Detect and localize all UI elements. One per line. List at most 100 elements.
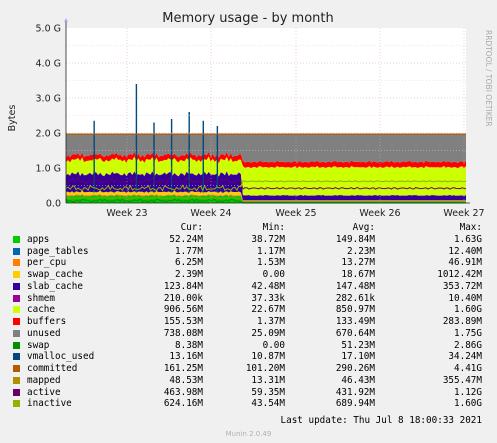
legend-label: committed <box>27 363 78 374</box>
value-min: 0.00 <box>262 269 285 280</box>
line-mapped <box>65 196 466 202</box>
value-avg: 2.23M <box>347 245 375 257</box>
value-max: 1.60G <box>454 304 482 316</box>
grid-lines <box>66 28 466 203</box>
value-min: 13.31M <box>251 374 285 386</box>
value-cur: 52.24M <box>169 233 203 245</box>
value-avg: 46.43M <box>341 374 375 386</box>
area-shmem <box>66 171 466 196</box>
value-cur: 161.25M <box>163 363 203 374</box>
chart-title: Memory usage - by month <box>162 11 333 26</box>
legend-item-mapped: mapped 48.53M 13.31M 46.43M 355.47M <box>0 375 497 387</box>
legend-label: unused <box>27 327 61 339</box>
x-tick-label: Week 27 <box>443 208 484 219</box>
value-avg: 149.84M <box>335 233 375 245</box>
legend-label: active <box>27 386 61 398</box>
value-min: 0.00 <box>262 339 285 351</box>
legend-swatch <box>13 306 20 314</box>
rrdtool-credit: RRDTOOL / TOBI OETIKER <box>484 30 493 127</box>
generator-credit: Munin 2.0.49 <box>225 430 272 438</box>
area-buffers <box>66 151 466 169</box>
legend-item-inactive: inactive 624.16M 43.54M 689.94M 1.60G <box>0 398 497 410</box>
value-cur: 48.53M <box>169 374 203 386</box>
legend-swatch <box>13 365 20 372</box>
value-max: 1.75G <box>454 327 482 339</box>
value-min: 10.87M <box>251 351 285 363</box>
value-min: 1.37M <box>257 316 285 327</box>
value-max: 1012.42M <box>437 269 482 280</box>
legend-swatch <box>13 329 20 337</box>
value-avg: 13.27M <box>341 257 375 269</box>
value-min: 22.67M <box>251 304 285 316</box>
value-cur: 210.00k <box>163 292 203 304</box>
value-avg: 282.61k <box>335 292 375 304</box>
value-avg: 689.94M <box>335 398 375 410</box>
value-min: 43.54M <box>251 398 285 410</box>
x-tick-label: Week 25 <box>275 208 316 219</box>
col-max-header: Max: <box>459 222 482 233</box>
value-max: 355.47M <box>442 374 482 386</box>
legend-swatch <box>13 318 20 325</box>
value-avg: 850.97M <box>335 304 375 316</box>
value-max: 1.12G <box>454 386 482 398</box>
value-avg: 147.48M <box>335 280 375 292</box>
value-avg: 51.23M <box>341 339 375 351</box>
legend-swatch <box>13 388 20 396</box>
stacked-areas <box>65 84 467 204</box>
legend-label: mapped <box>27 374 61 386</box>
legend-item-page_tables: page_tables 1.77M 1.17M 2.23M 12.40M <box>0 246 497 258</box>
y-axis-label: Bytes <box>7 105 18 132</box>
value-min: 42.48M <box>251 280 285 292</box>
value-cur: 123.84M <box>163 280 203 292</box>
legend-swatch <box>13 341 20 349</box>
legend-swatch <box>13 400 20 408</box>
legend-item-shmem: shmem 210.00k 37.33k 282.61k 10.40M <box>0 293 497 305</box>
col-cur-header: Cur: <box>180 222 203 233</box>
value-min: 38.72M <box>251 233 285 245</box>
legend-item-apps: apps 52.24M 38.72M 149.84M 1.63G <box>0 234 497 246</box>
value-max: 34.24M <box>448 351 482 363</box>
legend-item-buffers: buffers 155.53M 1.37M 133.49M 283.89M <box>0 316 497 328</box>
legend-swatch <box>13 353 20 361</box>
legend-label: cache <box>27 304 55 316</box>
legend-item-per_cpu: per_cpu 6.25M 1.53M 13.27M 46.91M <box>0 257 497 269</box>
area-slab_cache <box>66 171 466 201</box>
legend-item-swap_cache: swap_cache 2.39M 0.00 18.67M 1012.42M <box>0 269 497 281</box>
legend-item-cache: cache 906.56M 22.67M 850.97M 1.60G <box>0 304 497 316</box>
value-avg: 17.10M <box>341 351 375 363</box>
value-max: 1.63G <box>454 233 482 245</box>
legend-label: shmem <box>27 292 55 304</box>
axes: 0.0 1.0 G 2.0 G 3.0 G 4.0 G 5.0 G Week 23 Week … <box>36 18 485 219</box>
legend-label: vmalloc_used <box>27 351 95 363</box>
value-min: 37.33k <box>251 292 285 304</box>
legend-label: swap <box>27 339 50 351</box>
area-cache <box>66 156 466 196</box>
value-max: 1.60G <box>454 398 482 410</box>
value-cur: 738.08M <box>163 327 203 339</box>
y-axis-arrow <box>64 18 68 22</box>
legend-item-committed: committed 161.25M 101.20M 290.26M 4.41G <box>0 363 497 375</box>
y-tick-label: 5.0 G <box>36 24 62 35</box>
value-max: 283.89M <box>442 316 482 327</box>
value-cur: 155.53M <box>163 316 203 327</box>
value-avg: 18.67M <box>341 269 375 280</box>
last-update: Last update: Thu Jul 8 18:00:33 2021 <box>280 415 483 426</box>
legend-swatch <box>13 247 20 255</box>
value-cur: 13.16M <box>169 351 203 363</box>
legend-item-vmalloc_used: vmalloc_used 13.16M 10.87M 17.10M 34.24M <box>0 351 497 363</box>
value-max: 2.86G <box>454 339 482 351</box>
legend-swatch <box>13 259 20 267</box>
legend-label: inactive <box>27 398 72 410</box>
legend-swatch <box>13 271 20 278</box>
area-unused <box>66 134 466 163</box>
memory-chart: Memory usage - by month Bytes RRDTOOL / … <box>7 11 493 219</box>
legend-item-unused: unused 738.08M 25.09M 670.64M 1.75G <box>0 328 497 340</box>
legend-label: slab_cache <box>27 280 83 292</box>
value-avg: 290.26M <box>335 363 375 374</box>
legend-swatch <box>13 376 20 384</box>
x-tick-label: Week 24 <box>190 208 231 219</box>
value-avg: 133.49M <box>335 316 375 327</box>
legend-item-active: active 463.98M 59.35M 431.92M 1.12G <box>0 387 497 399</box>
legend: Cur: Min: Avg: Max: apps 52.24M 38.72M 149.… <box>0 222 497 410</box>
value-min: 25.09M <box>251 327 285 339</box>
